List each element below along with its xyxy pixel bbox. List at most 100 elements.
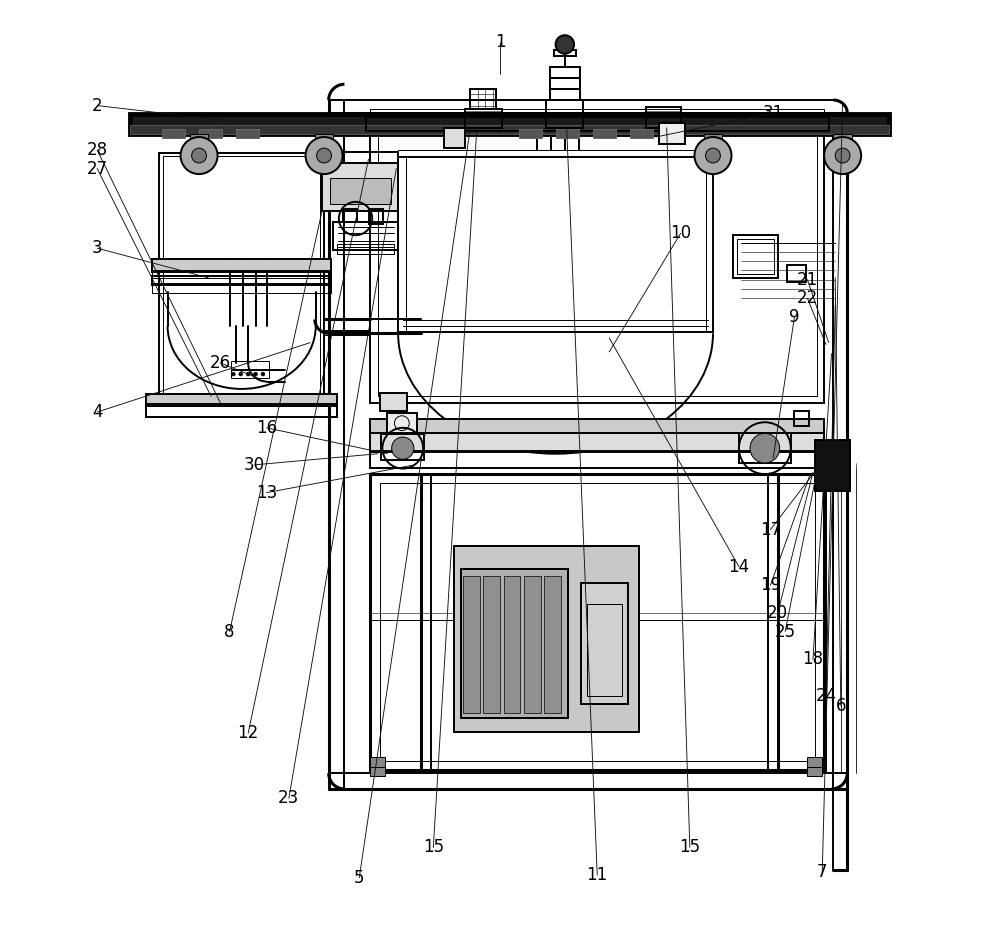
- Text: 6: 6: [836, 696, 846, 715]
- Bar: [554, 50, 576, 56]
- Bar: [163, 156, 320, 394]
- Bar: [581, 583, 628, 704]
- Bar: [152, 270, 331, 278]
- Bar: [322, 152, 398, 163]
- Bar: [593, 129, 616, 138]
- Bar: [807, 767, 822, 776]
- Text: 25: 25: [775, 622, 796, 641]
- Bar: [544, 576, 561, 713]
- Text: 24: 24: [815, 687, 837, 706]
- Circle shape: [750, 433, 780, 463]
- Bar: [463, 576, 480, 713]
- Circle shape: [239, 372, 243, 376]
- Text: 15: 15: [679, 838, 700, 857]
- Bar: [461, 569, 568, 718]
- Bar: [146, 394, 337, 406]
- Circle shape: [556, 35, 574, 54]
- Circle shape: [192, 148, 206, 163]
- Text: 7: 7: [817, 863, 827, 882]
- Bar: [556, 129, 579, 138]
- Bar: [833, 134, 852, 155]
- Bar: [231, 369, 268, 378]
- Bar: [130, 114, 889, 134]
- Circle shape: [254, 372, 257, 376]
- Bar: [454, 546, 639, 732]
- Bar: [550, 67, 580, 78]
- Text: 13: 13: [256, 483, 277, 502]
- Bar: [381, 434, 424, 460]
- Bar: [587, 604, 622, 696]
- Bar: [630, 129, 653, 138]
- Bar: [370, 451, 824, 468]
- Circle shape: [306, 137, 343, 174]
- Text: 27: 27: [87, 159, 108, 178]
- Bar: [146, 404, 337, 417]
- Bar: [369, 209, 383, 224]
- Bar: [370, 125, 824, 403]
- Circle shape: [824, 137, 861, 174]
- Bar: [370, 433, 824, 452]
- Circle shape: [694, 137, 732, 174]
- Circle shape: [706, 148, 720, 163]
- Bar: [236, 129, 259, 138]
- Bar: [739, 433, 791, 463]
- Bar: [794, 411, 809, 426]
- Text: 15: 15: [423, 838, 444, 857]
- Bar: [159, 153, 324, 398]
- Circle shape: [835, 148, 850, 163]
- Text: 19: 19: [760, 576, 781, 594]
- Bar: [659, 123, 685, 144]
- Bar: [524, 576, 541, 713]
- Bar: [787, 265, 806, 282]
- Bar: [646, 107, 681, 128]
- Text: 26: 26: [210, 354, 231, 372]
- Bar: [465, 109, 502, 128]
- Bar: [470, 89, 496, 109]
- Bar: [733, 235, 778, 278]
- Bar: [815, 440, 850, 491]
- Bar: [519, 129, 542, 138]
- Bar: [807, 757, 822, 767]
- Bar: [387, 413, 417, 433]
- Bar: [380, 483, 815, 761]
- Bar: [199, 129, 222, 138]
- Text: 2: 2: [92, 96, 103, 115]
- Bar: [330, 178, 391, 204]
- Text: 22: 22: [797, 289, 818, 307]
- Text: 17: 17: [760, 520, 781, 539]
- Bar: [380, 393, 407, 411]
- Bar: [370, 109, 824, 117]
- Bar: [343, 209, 357, 222]
- Bar: [483, 576, 500, 713]
- Bar: [370, 474, 824, 770]
- Text: 3: 3: [92, 239, 103, 257]
- Bar: [704, 134, 722, 155]
- Circle shape: [231, 372, 235, 376]
- Circle shape: [246, 372, 250, 376]
- Text: 21: 21: [797, 270, 818, 289]
- Bar: [550, 78, 580, 89]
- Bar: [322, 163, 398, 211]
- Bar: [370, 419, 824, 435]
- Bar: [337, 244, 394, 254]
- Text: 8: 8: [224, 622, 235, 641]
- Circle shape: [261, 372, 265, 376]
- Text: 16: 16: [256, 419, 277, 437]
- Bar: [231, 361, 268, 370]
- Text: 10: 10: [670, 224, 691, 243]
- Text: 18: 18: [802, 650, 824, 669]
- Text: 28: 28: [87, 141, 108, 159]
- Bar: [504, 576, 520, 713]
- Bar: [370, 767, 385, 776]
- Bar: [333, 222, 398, 250]
- Text: 31: 31: [763, 104, 784, 122]
- Bar: [550, 89, 580, 100]
- Text: 4: 4: [92, 403, 102, 421]
- Bar: [315, 134, 333, 155]
- Text: 14: 14: [728, 557, 749, 576]
- Bar: [162, 129, 185, 138]
- Bar: [152, 276, 331, 285]
- Text: 5: 5: [354, 869, 364, 887]
- Circle shape: [317, 148, 331, 163]
- Bar: [737, 239, 774, 274]
